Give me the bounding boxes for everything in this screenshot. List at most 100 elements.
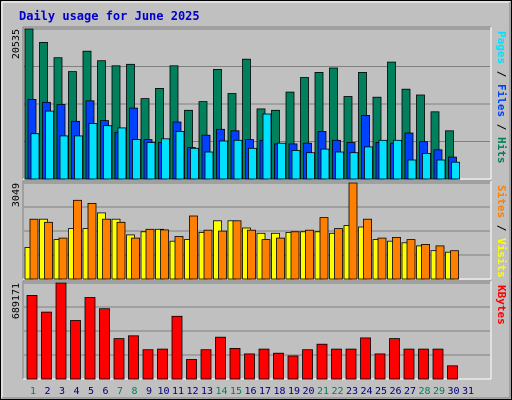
legend-2: KBytes bbox=[495, 285, 508, 325]
x-tick-day-7: 7 bbox=[117, 386, 123, 397]
x-tick-day-30: 30 bbox=[447, 386, 459, 397]
bar-kbytes-day-23 bbox=[345, 348, 357, 380]
legend-entry: Pages bbox=[495, 31, 508, 64]
bar-pages-day-16 bbox=[248, 147, 257, 180]
bar-kbytes-day-4 bbox=[70, 320, 81, 380]
x-tick-day-2: 2 bbox=[44, 386, 50, 397]
bar-sites-day-14 bbox=[218, 230, 227, 280]
bar-pages-day-9 bbox=[146, 142, 156, 180]
bar-kbytes-day-29 bbox=[432, 348, 444, 380]
bar-kbytes-day-25 bbox=[374, 353, 386, 380]
bar-kbytes-day-28 bbox=[418, 348, 429, 380]
bar-sites-day-20 bbox=[305, 229, 314, 280]
y-max-label: 689171 bbox=[11, 283, 22, 319]
bar-pages-day-14 bbox=[219, 140, 228, 180]
x-tick-day-15: 15 bbox=[230, 386, 242, 397]
x-tick-day-17: 17 bbox=[259, 386, 271, 397]
bar-pages-day-5 bbox=[88, 123, 98, 180]
legend-entry: Files bbox=[495, 84, 508, 117]
bar-sites-day-6 bbox=[102, 218, 111, 280]
bar-pages-day-7 bbox=[117, 127, 127, 180]
x-tick-day-1: 1 bbox=[30, 386, 36, 397]
bar-pages-day-25 bbox=[378, 139, 388, 180]
x-tick-day-10: 10 bbox=[157, 386, 169, 397]
bar-kbytes-day-21 bbox=[316, 343, 328, 380]
legend-1: Sites / Visits bbox=[495, 185, 508, 278]
bar-pages-day-10 bbox=[161, 138, 170, 180]
legend-0: Pages / Files / Hits bbox=[495, 31, 508, 164]
legend-entry: KBytes bbox=[495, 285, 508, 325]
x-tick-day-28: 28 bbox=[418, 386, 430, 397]
bar-kbytes-day-9 bbox=[142, 349, 154, 380]
bar-sites-day-29 bbox=[435, 245, 445, 280]
bar-pages-day-11 bbox=[175, 131, 185, 180]
bar-pages-day-30 bbox=[451, 161, 460, 180]
bar-kbytes-day-13 bbox=[200, 349, 212, 380]
x-tick-day-31: 31 bbox=[462, 386, 474, 397]
bar-sites-day-21 bbox=[319, 217, 329, 280]
bar-pages-day-19 bbox=[291, 150, 301, 180]
x-tick-day-25: 25 bbox=[375, 386, 387, 397]
bar-pages-day-3 bbox=[59, 135, 69, 180]
x-tick-day-8: 8 bbox=[131, 386, 137, 397]
bar-pages-day-17 bbox=[262, 113, 272, 180]
bar-kbytes-day-3 bbox=[55, 282, 67, 380]
bar-sites-day-4 bbox=[73, 199, 82, 280]
bar-sites-day-13 bbox=[203, 229, 213, 280]
bar-pages-day-15 bbox=[233, 139, 243, 180]
bar-pages-day-18 bbox=[277, 142, 286, 180]
x-tick-day-22: 22 bbox=[331, 386, 343, 397]
bar-kbytes-day-8 bbox=[128, 335, 139, 380]
bar-kbytes-day-17 bbox=[258, 348, 270, 380]
bar-sites-day-12 bbox=[189, 215, 198, 280]
x-tick-day-20: 20 bbox=[302, 386, 314, 397]
legend-entry: Sites bbox=[495, 185, 508, 218]
bar-sites-day-18 bbox=[276, 237, 285, 280]
bar-sites-day-7 bbox=[116, 221, 126, 280]
bar-pages-day-21 bbox=[320, 148, 330, 180]
x-tick-day-24: 24 bbox=[360, 386, 372, 397]
x-tick-day-27: 27 bbox=[404, 386, 416, 397]
bar-kbytes-day-10 bbox=[157, 348, 168, 380]
bar-kbytes-day-18 bbox=[273, 352, 284, 380]
bar-sites-day-8 bbox=[131, 237, 140, 280]
bar-sites-day-16 bbox=[247, 229, 256, 280]
bar-sites-day-25 bbox=[377, 237, 387, 280]
x-tick-day-6: 6 bbox=[102, 386, 108, 397]
legend-entry: / bbox=[495, 218, 508, 238]
bar-pages-day-29 bbox=[436, 159, 446, 180]
bar-sites-day-1 bbox=[29, 218, 39, 280]
x-tick-day-12: 12 bbox=[186, 386, 198, 397]
y-max-label: 3049 bbox=[11, 183, 22, 207]
bar-pages-day-8 bbox=[132, 139, 141, 180]
bar-sites-day-2 bbox=[44, 221, 53, 280]
bar-pages-day-24 bbox=[364, 146, 373, 180]
bar-sites-day-3 bbox=[58, 237, 68, 280]
bar-sites-day-30 bbox=[450, 250, 459, 280]
bar-sites-day-23 bbox=[348, 182, 358, 280]
bar-sites-day-27 bbox=[406, 239, 416, 280]
x-tick-day-13: 13 bbox=[201, 386, 213, 397]
bar-kbytes-day-11 bbox=[171, 315, 183, 380]
bar-sites-day-24 bbox=[363, 218, 372, 280]
bar-pages-day-12 bbox=[190, 147, 199, 180]
bar-kbytes-day-1 bbox=[26, 294, 38, 380]
x-tick-day-29: 29 bbox=[433, 386, 445, 397]
bar-kbytes-day-20 bbox=[302, 349, 313, 380]
bar-pages-day-22 bbox=[335, 151, 344, 180]
legend-entry: / bbox=[495, 117, 508, 137]
bar-kbytes-day-5 bbox=[84, 297, 96, 380]
bar-kbytes-day-27 bbox=[403, 348, 415, 380]
bar-sites-day-11 bbox=[174, 236, 184, 280]
bar-sites-day-28 bbox=[421, 243, 430, 280]
chart-title: Daily usage for June 2025 bbox=[19, 9, 200, 23]
bar-sites-day-9 bbox=[145, 228, 155, 280]
bar-sites-day-10 bbox=[160, 229, 169, 280]
x-tick-day-9: 9 bbox=[146, 386, 152, 397]
bar-pages-day-20 bbox=[306, 152, 315, 180]
bar-sites-day-17 bbox=[261, 239, 271, 280]
x-tick-day-11: 11 bbox=[172, 386, 184, 397]
x-tick-day-16: 16 bbox=[244, 386, 256, 397]
bar-kbytes-day-2 bbox=[41, 311, 52, 380]
